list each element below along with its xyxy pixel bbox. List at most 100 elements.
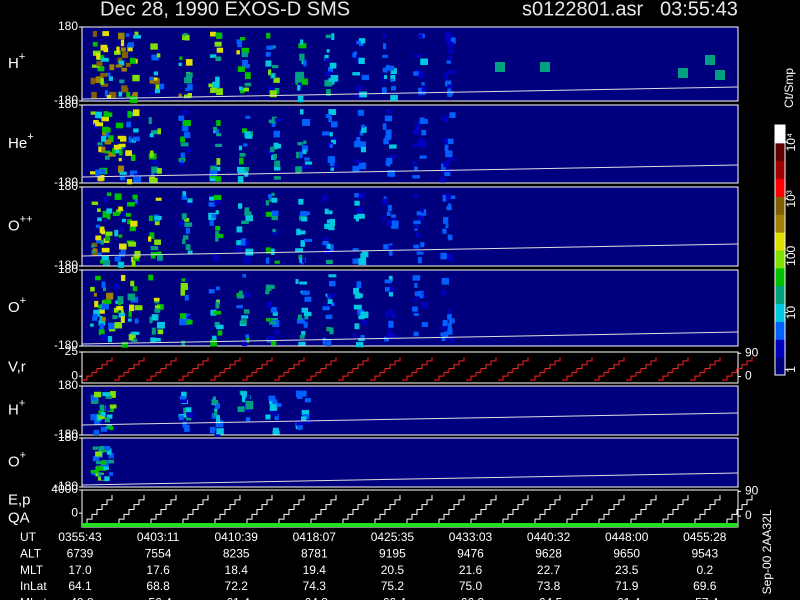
spectrogram-cell bbox=[107, 335, 113, 343]
spectrogram-cell bbox=[185, 407, 192, 413]
colorbar-tick-label: 10³ bbox=[784, 190, 798, 207]
spectrogram-cell bbox=[445, 150, 453, 158]
spectrogram-cell bbox=[91, 472, 98, 476]
spectrogram-cell bbox=[92, 249, 96, 254]
spectrogram-cell bbox=[238, 145, 243, 151]
spectrogram-cell bbox=[441, 335, 446, 342]
spectrogram-cell bbox=[329, 161, 335, 167]
panel-ion: V,r bbox=[8, 358, 26, 375]
spectrogram-cell bbox=[412, 307, 416, 312]
spectrogram-cell bbox=[266, 32, 271, 39]
spectrogram-cell bbox=[358, 337, 365, 342]
spectrogram-cell bbox=[324, 54, 329, 61]
spectrogram-cell bbox=[239, 86, 243, 91]
spectrogram-cell bbox=[107, 212, 111, 220]
spectrogram-cell bbox=[324, 208, 329, 215]
ephemeris-value: 7554 bbox=[145, 546, 172, 560]
panel bbox=[81, 104, 739, 184]
spectrogram-cell bbox=[242, 274, 247, 278]
spectrogram-cell bbox=[216, 88, 223, 96]
spectrogram-cell bbox=[179, 318, 187, 326]
spectrogram-cell bbox=[237, 166, 245, 174]
spectrogram-cell bbox=[301, 145, 309, 152]
spectrogram-cell bbox=[354, 193, 359, 198]
spectrogram-cell bbox=[157, 254, 163, 261]
spectrogram-cell bbox=[153, 337, 161, 342]
spectrogram-cell bbox=[299, 390, 307, 397]
spectrogram-cell bbox=[419, 293, 424, 299]
spectrogram-cell bbox=[385, 135, 391, 140]
spectrogram-cell bbox=[387, 204, 392, 212]
spectrogram-cell bbox=[182, 191, 187, 197]
spectrogram-cell bbox=[129, 226, 136, 232]
spectrogram-cell bbox=[120, 47, 126, 52]
y-tick-label: 180 bbox=[58, 262, 78, 276]
spectrogram-cell bbox=[93, 429, 100, 436]
spectrogram-cell bbox=[118, 32, 125, 40]
spectrogram-cell bbox=[98, 446, 105, 453]
spectrogram-cell bbox=[184, 77, 192, 84]
spectrogram-cell bbox=[120, 274, 126, 281]
spectrogram-cell bbox=[271, 210, 279, 216]
spectrogram-cell bbox=[715, 70, 725, 80]
spectrogram-cell bbox=[272, 228, 276, 233]
ephemeris-value: -64.8 bbox=[301, 595, 329, 600]
spectrogram-cell bbox=[212, 396, 216, 401]
spectrogram-cell bbox=[420, 242, 425, 248]
spectrogram-cell bbox=[151, 314, 159, 321]
spectrogram-cell bbox=[130, 338, 138, 342]
spectrogram-cell bbox=[449, 37, 456, 44]
panel-ion: H bbox=[8, 401, 19, 418]
spectrogram-cell bbox=[322, 337, 327, 345]
spectrogram-cell bbox=[104, 112, 113, 118]
spectrogram-cell bbox=[90, 323, 94, 327]
spectrogram-cell bbox=[153, 78, 160, 85]
spectrogram-cell bbox=[272, 430, 280, 435]
spectrogram-cell bbox=[297, 85, 301, 91]
spectrogram-cell bbox=[129, 96, 138, 104]
spectrogram-cell bbox=[153, 77, 158, 81]
spectrogram-cell bbox=[208, 202, 216, 207]
spectrogram-cell bbox=[240, 238, 246, 246]
ephemeris-value: 17.6 bbox=[146, 563, 170, 577]
spectrogram-cell bbox=[388, 291, 394, 297]
spectrogram-cell bbox=[390, 74, 396, 82]
ephemeris-value: -57.4 bbox=[691, 595, 719, 600]
spectrogram-cell bbox=[90, 286, 95, 292]
spectrogram-cell bbox=[148, 274, 154, 281]
spectrogram-cell bbox=[101, 83, 109, 87]
spectrogram-cell bbox=[273, 142, 279, 150]
spectrogram-cell bbox=[184, 35, 190, 41]
spectrogram-cell bbox=[100, 57, 109, 62]
spectrogram-cell bbox=[133, 35, 141, 39]
spectrogram-cell bbox=[150, 150, 154, 158]
spectrogram-cell bbox=[447, 323, 452, 330]
spectrogram-cell bbox=[242, 59, 248, 66]
spectrogram-cell bbox=[298, 43, 307, 49]
spectrogram-cell bbox=[126, 92, 131, 98]
spectrogram-cell bbox=[98, 320, 106, 326]
spectrogram-cell bbox=[186, 409, 191, 417]
spectrogram-cell bbox=[237, 294, 245, 299]
spectrogram-cell bbox=[353, 332, 357, 339]
ephemeris-value: 71.9 bbox=[615, 579, 639, 593]
ephemeris-value: 0418:07 bbox=[293, 530, 337, 544]
spectrogram-cell bbox=[179, 313, 187, 320]
spectrogram-cell bbox=[300, 211, 308, 217]
spectrogram-cell bbox=[213, 311, 222, 315]
spectrogram-cell bbox=[95, 471, 100, 477]
spectrogram-cell bbox=[358, 258, 367, 265]
spectrogram-cell bbox=[128, 318, 132, 322]
spectrogram-cell bbox=[211, 399, 219, 405]
spectrogram-cell bbox=[418, 87, 422, 93]
spectrogram-cell bbox=[244, 239, 250, 247]
spectrogram-cell bbox=[151, 172, 155, 177]
spectrogram-cell bbox=[92, 248, 97, 252]
spectrogram-cell bbox=[114, 50, 121, 55]
spectrogram-cell bbox=[356, 40, 361, 45]
spectrogram-cell bbox=[214, 403, 220, 409]
spectrogram-cell bbox=[271, 192, 275, 196]
panel-sublabel: QA bbox=[8, 509, 30, 526]
spectrogram-cell bbox=[299, 53, 305, 61]
spectrogram-cell bbox=[326, 302, 330, 307]
